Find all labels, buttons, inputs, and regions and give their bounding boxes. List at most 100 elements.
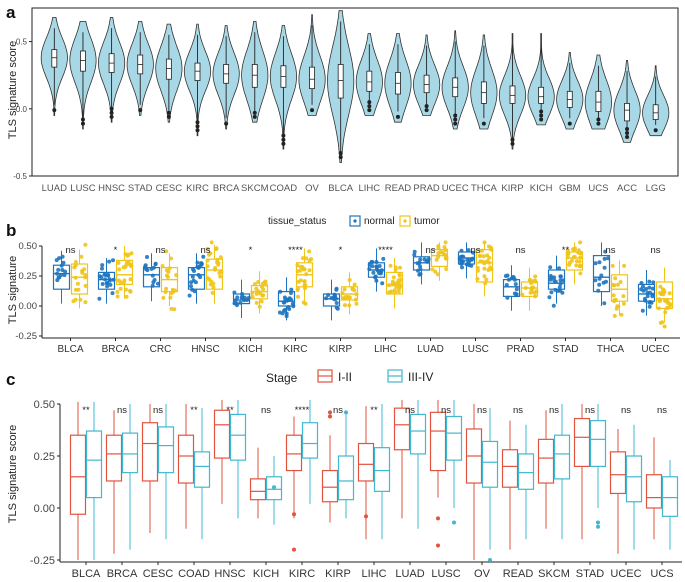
point-STAD-tumor xyxy=(567,260,572,265)
panel-c-legend: Stage I-II III-IV xyxy=(266,369,433,385)
point-BLCA-normal xyxy=(57,275,62,280)
point-LUSC-tumor xyxy=(482,266,487,271)
point-BRCA-tumor xyxy=(125,253,130,258)
legend-key-tumor xyxy=(399,215,411,227)
sig-label-BLCA: ns xyxy=(65,245,75,256)
point-KIRC-tumor xyxy=(302,279,307,284)
point-KIRP-tumor xyxy=(352,282,357,287)
box-LUSC-tumor xyxy=(475,249,494,283)
box-HNSC-III-IV xyxy=(229,413,247,461)
sig-label-HNSC: ** xyxy=(226,405,234,416)
point-STAD-normal xyxy=(549,290,554,295)
violin-outlier-LIHC xyxy=(367,100,372,105)
point-KIRC-tumor xyxy=(295,286,300,291)
box-STAD-normal xyxy=(547,269,566,290)
point-THCA-normal xyxy=(602,256,607,261)
sig-label-BLCA: ** xyxy=(82,405,90,416)
violin-box-PRAD xyxy=(423,74,430,94)
point-LIHC-tumor xyxy=(397,273,402,278)
point-BLCA-normal xyxy=(61,260,66,265)
point-HNSC-tumor xyxy=(208,251,213,256)
panel-c-xtick-label-LUSC: LUSC xyxy=(431,568,460,580)
box-BLCA-normal xyxy=(52,264,71,290)
panel-c-xtick-label-KIRC: KIRC xyxy=(289,568,315,580)
panel-b-xtick-label-CRC: CRC xyxy=(150,344,172,355)
point-CRC-tumor xyxy=(161,295,166,300)
panel-c-xtick-label-UCEC: UCEC xyxy=(610,568,641,580)
sig-label-STAD: ** xyxy=(562,245,570,256)
violin-outlier-UCS xyxy=(596,117,601,122)
point-UCEC-tumor xyxy=(658,284,663,289)
sig-label-KICH: * xyxy=(249,245,253,256)
box-KIRP-III-IV xyxy=(337,455,355,501)
point-LUSC-normal xyxy=(469,263,474,268)
point-STAD-normal xyxy=(552,275,557,280)
panel-a-ytick-label: -0.5 xyxy=(13,172,27,181)
point-KIRP-tumor xyxy=(341,296,346,301)
point-BRCA-normal xyxy=(100,266,104,271)
box-BRCA-tumor xyxy=(115,259,134,285)
box-LIHC-tumor xyxy=(385,271,404,295)
legend-label-normal: normal xyxy=(364,216,395,227)
sig-label-LIHC: **** xyxy=(378,245,393,256)
panel-c-ylabel: TLS signature score xyxy=(7,425,19,523)
panel-b-xtick-label-HNSC: HNSC xyxy=(191,344,219,355)
point-STAD-tumor xyxy=(577,264,582,269)
point-BLCA-tumor xyxy=(73,297,78,302)
box-READ-III-IV xyxy=(517,453,535,490)
box-STAD-tumor xyxy=(565,251,584,271)
point-KIRC-normal xyxy=(287,307,292,311)
point-LUAD-normal xyxy=(418,257,423,262)
point-BLCA-tumor xyxy=(83,283,88,288)
point-LUAD-tumor xyxy=(442,245,447,250)
point-UCEC-normal xyxy=(642,296,647,301)
sig-label-STAD: ns xyxy=(585,405,595,416)
point-THCA-normal xyxy=(603,249,608,254)
outlier-STAD xyxy=(596,524,600,529)
box-KIRP-normal xyxy=(322,293,341,307)
box-HNSC-tumor xyxy=(205,258,224,290)
point-BRCA-tumor xyxy=(118,280,123,285)
point-LUSC-tumor xyxy=(481,254,486,259)
violin-box-LIHC xyxy=(366,70,373,92)
box-BRCA-III-IV xyxy=(121,432,139,474)
point-BLCA-tumor xyxy=(75,281,80,286)
box-BLCA-I-II xyxy=(69,434,87,515)
outlier-KIRC xyxy=(292,512,296,517)
point-KICH-normal xyxy=(242,295,247,300)
violin-outlier-LGG xyxy=(653,128,658,133)
legend-dot-tumor xyxy=(403,219,407,223)
panel-c-xtick-label-LUAD: LUAD xyxy=(395,568,424,580)
violin-outlier-BRCA xyxy=(224,121,229,126)
violin-outlier-THCA xyxy=(481,121,486,126)
violin-outlier-GBM xyxy=(567,121,572,126)
point-BLCA-tumor xyxy=(80,269,85,273)
point-LUSC-tumor xyxy=(478,254,482,259)
legend-key-normal xyxy=(349,215,361,227)
point-LIHC-tumor xyxy=(389,289,394,294)
violin-outlier-LUAD xyxy=(52,108,57,113)
point-UCEC-normal xyxy=(651,280,656,285)
point-KIRC-normal xyxy=(287,296,292,301)
violin-box-CESC xyxy=(165,58,172,80)
point-UCEC-normal xyxy=(640,308,645,313)
panel-c-legend-title: Stage xyxy=(266,371,298,385)
point-UCEC-tumor xyxy=(658,320,663,325)
violin-box-LUAD xyxy=(51,49,58,68)
panel-c-xtick-label-READ: READ xyxy=(503,568,534,580)
outlier-KICH xyxy=(272,485,276,490)
point-BRCA-normal xyxy=(100,263,105,268)
box-COAD-III-IV xyxy=(193,451,211,488)
point-UCEC-normal xyxy=(641,288,646,293)
point-UCEC-tumor xyxy=(661,290,666,295)
box-UCEC-III-IV xyxy=(625,455,643,503)
point-BLCA-tumor xyxy=(83,242,88,247)
point-LIHC-tumor xyxy=(388,263,393,268)
point-BRCA-tumor xyxy=(125,260,130,265)
point-THCA-normal xyxy=(593,278,598,283)
panel-a-xtick-label-READ: READ xyxy=(385,183,412,194)
point-BRCA-normal xyxy=(100,282,105,286)
point-HNSC-tumor xyxy=(205,246,210,251)
point-BLCA-normal xyxy=(54,258,59,263)
point-KICH-normal xyxy=(235,295,240,300)
